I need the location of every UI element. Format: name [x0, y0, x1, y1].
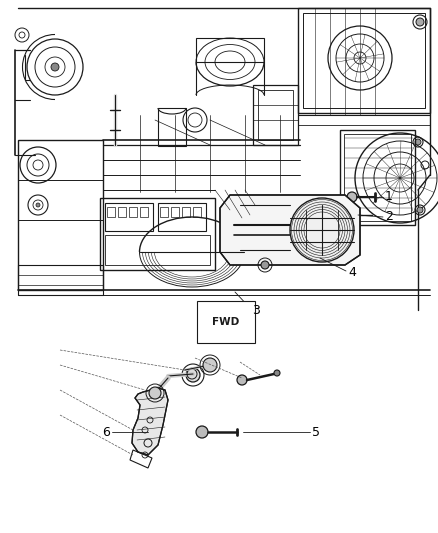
Circle shape	[196, 426, 208, 438]
Circle shape	[416, 18, 424, 26]
Bar	[193, 207, 201, 217]
Circle shape	[261, 261, 269, 269]
Circle shape	[347, 192, 357, 202]
Circle shape	[417, 207, 423, 213]
Circle shape	[290, 198, 354, 262]
Circle shape	[415, 139, 421, 145]
Bar	[196, 38, 264, 62]
Polygon shape	[220, 195, 360, 265]
Bar	[340, 130, 415, 225]
Bar	[107, 207, 115, 217]
Circle shape	[186, 368, 200, 382]
Text: 3: 3	[252, 303, 260, 317]
Text: 1: 1	[385, 190, 393, 204]
Bar	[160, 207, 168, 217]
Bar	[118, 207, 126, 217]
Text: 4: 4	[348, 266, 356, 279]
Circle shape	[149, 387, 161, 399]
Bar	[100, 198, 215, 270]
Bar	[344, 134, 411, 221]
Circle shape	[51, 63, 59, 71]
Text: 6: 6	[102, 425, 110, 439]
Bar	[105, 203, 153, 231]
Circle shape	[237, 375, 247, 385]
Bar	[140, 207, 148, 217]
Text: FWD: FWD	[212, 317, 240, 327]
Circle shape	[274, 370, 280, 376]
Bar	[171, 207, 179, 217]
Bar	[258, 90, 293, 140]
Bar	[105, 235, 210, 265]
Circle shape	[36, 203, 40, 207]
Text: 2: 2	[385, 211, 393, 223]
Bar	[253, 85, 298, 145]
Bar	[298, 8, 430, 113]
Bar	[158, 108, 186, 146]
Circle shape	[203, 358, 217, 372]
Bar	[129, 207, 137, 217]
Text: 5: 5	[312, 425, 320, 439]
Bar	[18, 140, 103, 290]
Bar	[158, 203, 206, 231]
Bar	[182, 207, 190, 217]
Bar	[303, 13, 425, 108]
Polygon shape	[132, 388, 168, 455]
